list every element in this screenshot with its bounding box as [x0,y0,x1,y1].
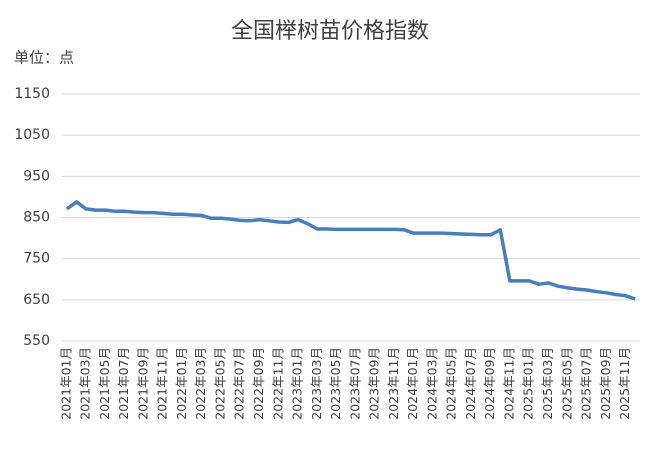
x-tick-label: 2023年05月 [328,347,343,420]
x-tick-label: 2021年07月 [116,347,131,420]
y-tick-label: 650 [23,292,50,308]
x-tick-label: 2023年09月 [367,347,382,420]
y-tick-label: 1050 [14,127,50,143]
x-tick-label: 2023年01月 [290,347,305,420]
x-tick-label: 2025年05月 [559,347,574,420]
x-tick-label: 2022年05月 [212,347,227,420]
x-tick-label: 2024年01月 [405,347,420,420]
x-tick-label: 2021年05月 [97,347,112,420]
x-tick-label: 2022年07月 [232,347,247,420]
x-tick-label: 2021年11月 [155,347,170,420]
data-line [65,200,636,301]
y-tick-label: 550 [23,333,50,349]
y-tick-label: 750 [23,251,50,267]
x-tick-label: 2021年03月 [78,347,93,420]
x-tick-label: 2023年11月 [386,347,401,420]
x-tick-label: 2025年07月 [579,347,594,420]
x-tick-label: 2022年01月 [174,347,189,420]
x-tick-label: 2022年03月 [193,347,208,420]
unit-label: 单位：点 [14,49,74,67]
x-tick-label: 2024年05月 [444,347,459,420]
x-tick-label: 2025年03月 [540,347,555,420]
chart-title: 全国榉树苗价格指数 [231,19,429,44]
x-tick-label: 2024年09月 [482,347,497,420]
y-tick-label: 850 [23,210,50,226]
x-tick-label: 2023年03月 [309,347,324,420]
x-tick-label: 2024年07月 [463,347,478,420]
y-tick-label: 1150 [14,86,50,102]
x-tick-label: 2025年11月 [617,347,632,420]
x-tick-label: 2022年11月 [270,347,285,420]
x-tick-label: 2023年07月 [347,347,362,420]
x-tick-label: 2025年01月 [521,347,536,420]
x-tick-label: 2021年01月 [58,347,73,420]
x-tick-label: 2024年11月 [501,347,516,420]
x-tick-label: 2025年09月 [598,347,613,420]
x-tick-label: 2024年03月 [424,347,439,420]
x-tick-label: 2021年09月 [135,347,150,420]
y-tick-label: 950 [23,168,50,184]
x-tick-label: 2022年09月 [251,347,266,420]
